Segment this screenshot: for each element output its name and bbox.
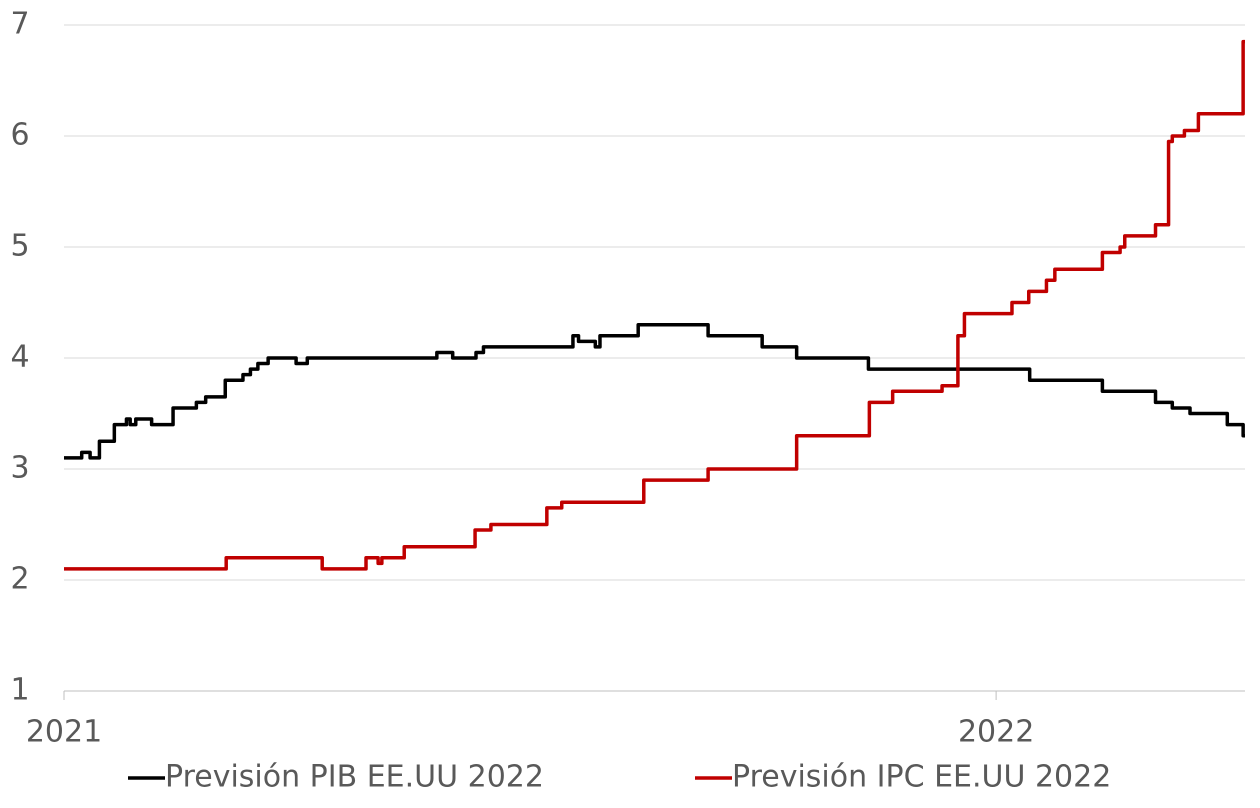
- y-tick-label: 1: [10, 673, 29, 708]
- x-tick-label: 2022: [958, 715, 1034, 750]
- line-series: [64, 322, 1245, 460]
- y-tick-label: 4: [10, 340, 29, 375]
- y-tick-label: 3: [10, 451, 29, 486]
- y-tick-label: 5: [10, 229, 29, 264]
- x-tick-label: 2021: [26, 715, 102, 750]
- y-tick-label: 7: [10, 7, 29, 42]
- y-tick-label: 2: [10, 562, 29, 597]
- legend-label: Previsión PIB EE.UU 2022: [165, 760, 544, 795]
- y-tick-label: 6: [10, 118, 29, 153]
- line-series: [64, 39, 1245, 571]
- legend-label: Previsión IPC EE.UU 2022: [732, 760, 1111, 795]
